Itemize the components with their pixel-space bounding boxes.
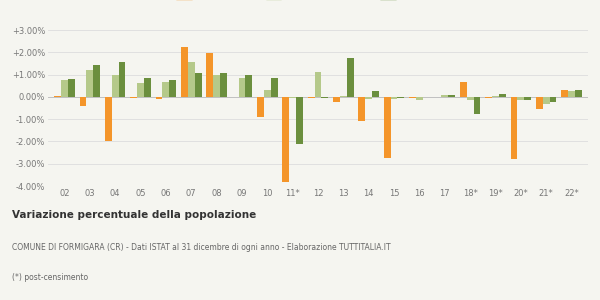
Bar <box>322 97 328 98</box>
Bar <box>271 78 278 97</box>
Bar <box>442 94 448 97</box>
Bar <box>416 97 423 100</box>
Bar <box>86 70 93 97</box>
Bar <box>365 97 372 99</box>
Bar <box>93 64 100 97</box>
Bar <box>239 78 245 97</box>
Bar <box>289 97 296 98</box>
Bar <box>264 90 271 97</box>
Text: Variazione percentuale della popolazione: Variazione percentuale della popolazione <box>12 210 256 220</box>
Bar <box>137 83 144 97</box>
Bar <box>358 97 365 122</box>
Bar <box>112 75 119 97</box>
Bar <box>561 90 568 97</box>
Bar <box>347 58 353 97</box>
Bar <box>543 97 550 104</box>
Bar <box>119 62 125 97</box>
Bar <box>550 97 556 102</box>
Bar <box>536 97 543 109</box>
Bar <box>105 97 112 141</box>
Bar <box>524 97 531 100</box>
Bar <box>194 74 202 97</box>
Bar <box>467 97 473 100</box>
Legend: Formigara, Provincia di CR, Lombardia: Formigara, Provincia di CR, Lombardia <box>173 0 463 2</box>
Bar <box>54 96 61 97</box>
Bar <box>391 97 397 99</box>
Bar <box>485 97 492 98</box>
Bar <box>245 75 252 97</box>
Bar <box>296 97 303 144</box>
Bar <box>511 97 517 159</box>
Bar <box>409 97 416 98</box>
Bar <box>130 97 137 98</box>
Bar <box>283 97 289 182</box>
Bar <box>68 79 75 97</box>
Bar <box>80 97 86 106</box>
Bar <box>517 97 524 100</box>
Bar <box>163 82 169 97</box>
Bar <box>384 97 391 158</box>
Bar <box>340 96 347 97</box>
Bar <box>61 80 68 97</box>
Bar <box>308 97 314 98</box>
Bar <box>333 97 340 102</box>
Bar <box>499 94 506 97</box>
Bar <box>188 62 194 97</box>
Bar <box>213 75 220 97</box>
Bar <box>169 80 176 97</box>
Bar <box>181 47 188 97</box>
Bar <box>460 82 467 97</box>
Bar <box>220 74 227 97</box>
Bar <box>473 97 481 114</box>
Bar <box>448 94 455 97</box>
Bar <box>397 97 404 98</box>
Bar <box>575 90 582 97</box>
Text: (*) post-censimento: (*) post-censimento <box>12 273 88 282</box>
Bar <box>257 97 264 117</box>
Bar <box>314 72 322 97</box>
Text: COMUNE DI FORMIGARA (CR) - Dati ISTAT al 31 dicembre di ogni anno - Elaborazione: COMUNE DI FORMIGARA (CR) - Dati ISTAT al… <box>12 243 391 252</box>
Bar <box>568 91 575 97</box>
Bar <box>492 96 499 97</box>
Bar <box>155 97 163 99</box>
Bar <box>144 78 151 97</box>
Bar <box>206 53 213 97</box>
Bar <box>372 91 379 97</box>
